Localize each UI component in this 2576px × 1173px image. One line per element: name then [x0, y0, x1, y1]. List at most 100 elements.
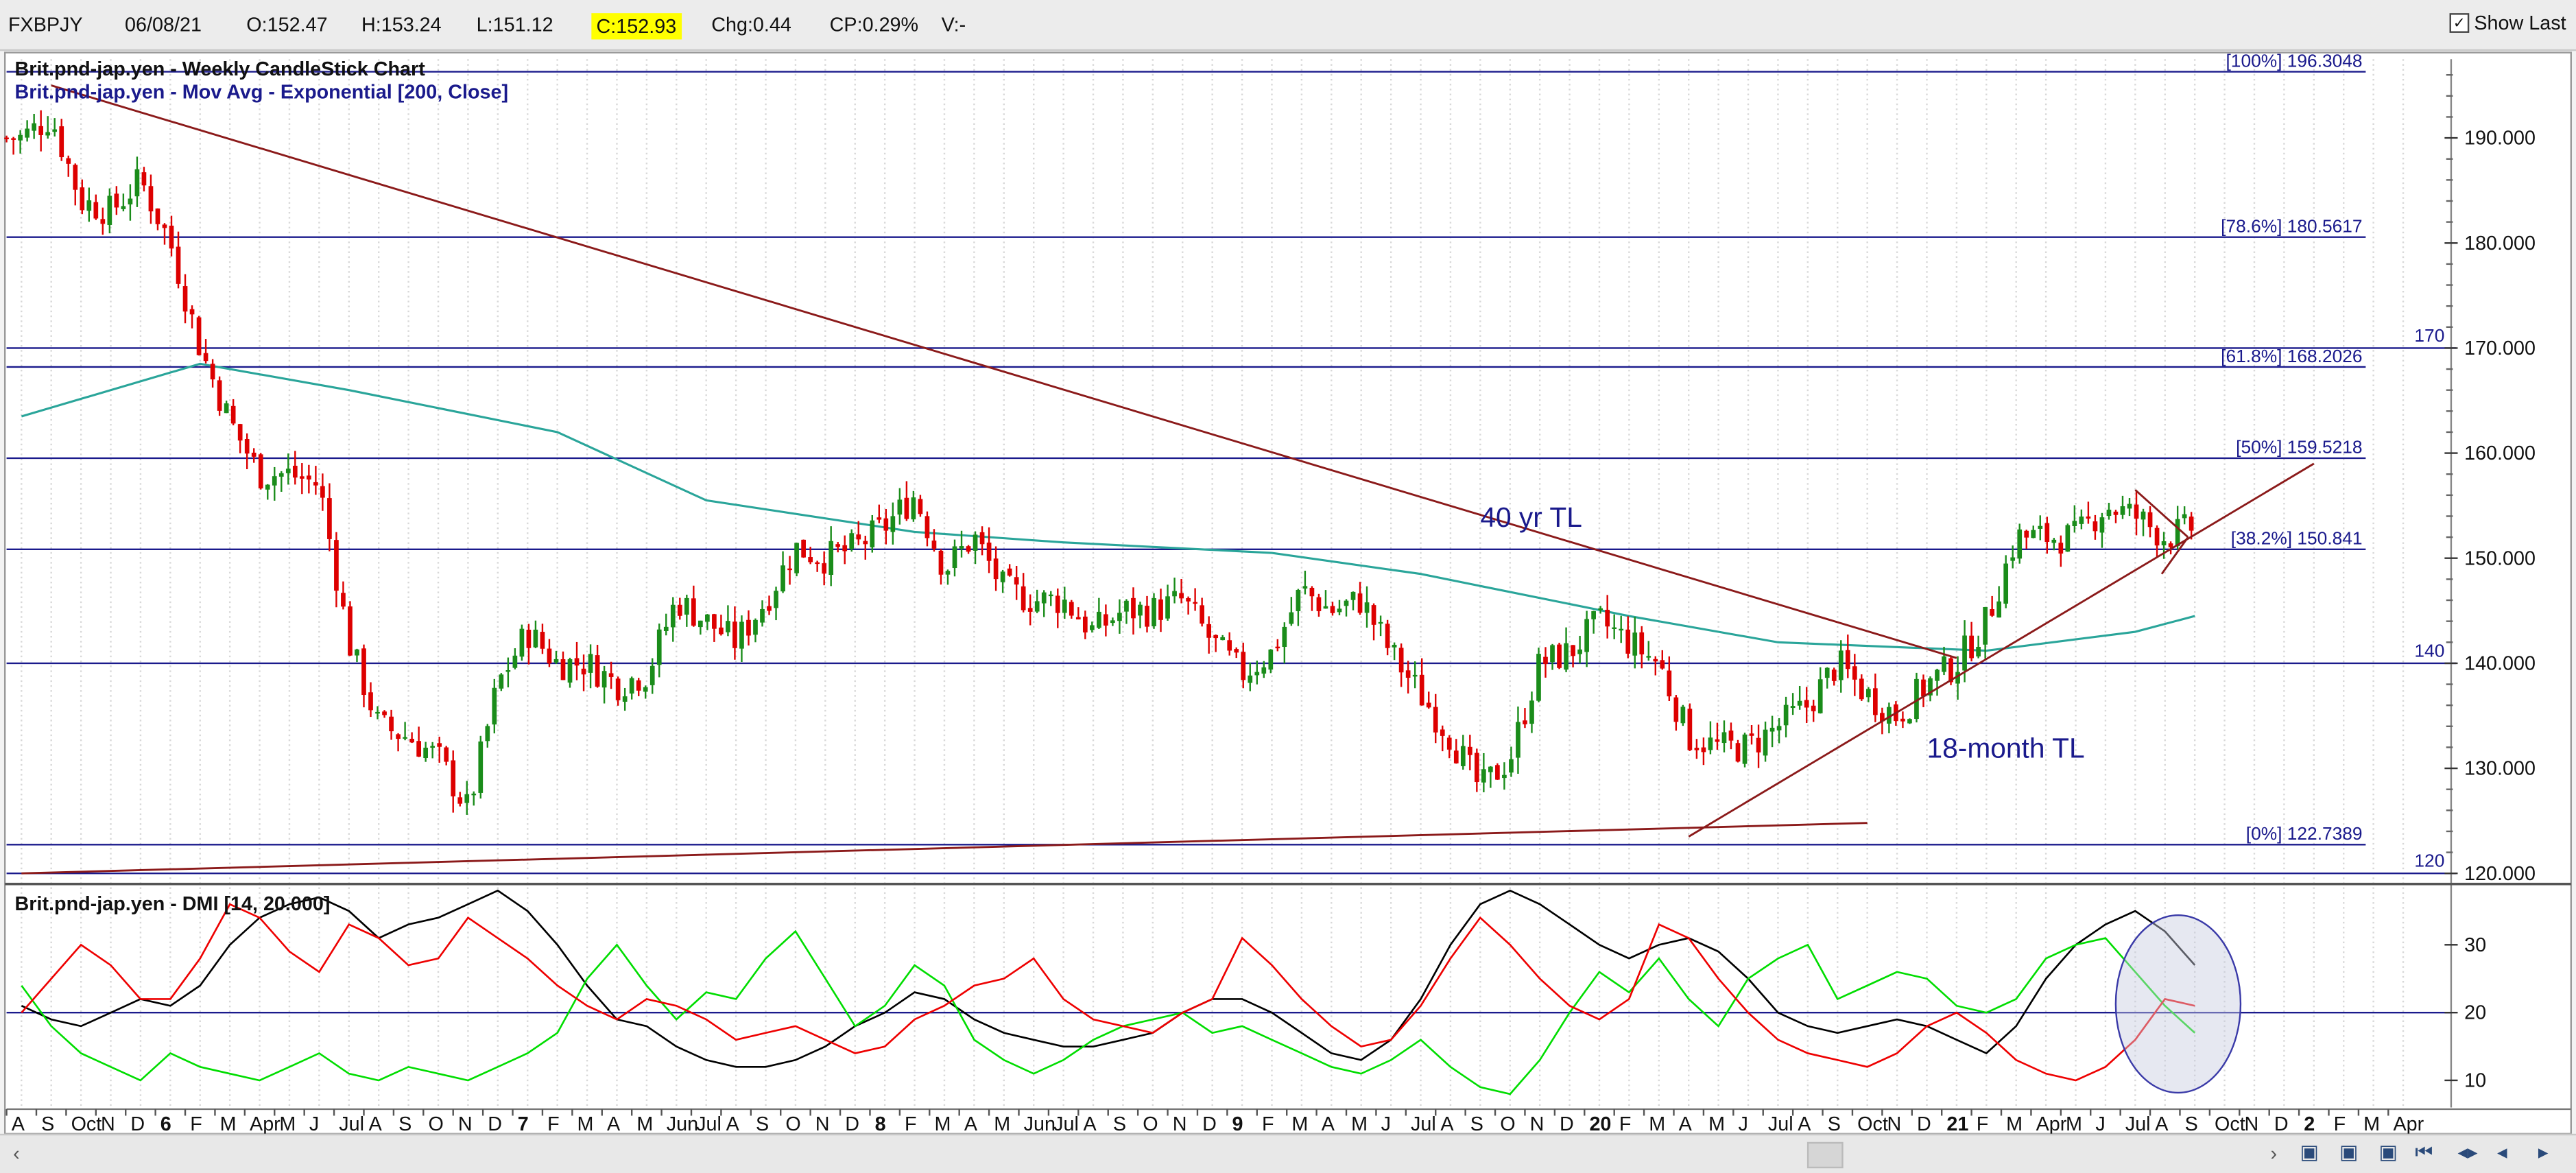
candle-body	[396, 734, 401, 739]
candle-body	[973, 534, 978, 551]
chart-canvas[interactable]: [100%] 196.3048 [78.6%] 180.5617 [61.8%] 1…	[0, 49, 2576, 1134]
candle-body	[1852, 666, 1857, 680]
candle-body	[739, 621, 744, 649]
zoom-out-icon[interactable]: ▣	[2339, 1140, 2359, 1163]
price-tick-label: 160.000	[2464, 442, 2536, 464]
candle-body	[224, 403, 229, 414]
candle-body	[588, 654, 593, 673]
trendline	[51, 84, 1957, 659]
candle-body	[1735, 743, 1741, 762]
date-tick-label: A	[1322, 1113, 1335, 1134]
candle-body	[2092, 521, 2098, 532]
play-icon[interactable]: ◂▸	[2457, 1140, 2478, 1163]
candle-body	[1907, 719, 1912, 724]
candle-body	[581, 668, 586, 675]
candle-body	[842, 545, 848, 552]
candle-body	[1838, 650, 1844, 680]
candle-body	[1261, 667, 1267, 674]
candle-body	[1900, 718, 1905, 722]
candle-body	[1887, 707, 1892, 724]
candle-body	[1481, 769, 1486, 783]
first-icon[interactable]: ⏮	[2415, 1140, 2433, 1163]
date-tick-label: M	[577, 1113, 594, 1134]
candle-body	[1811, 705, 1816, 711]
zoom-in-icon[interactable]: ▣	[2300, 1140, 2319, 1163]
candle-body	[753, 619, 758, 635]
date-tick-label: A	[1084, 1113, 1097, 1134]
date-tick-label: A	[1679, 1113, 1693, 1134]
candle-body	[176, 246, 181, 284]
prev-icon[interactable]: ◂	[2497, 1140, 2507, 1163]
candle-body	[2003, 563, 2009, 604]
date-tick-label: Jul	[1768, 1113, 1793, 1134]
next-icon[interactable]: ▸	[2538, 1140, 2549, 1163]
candle-body	[1200, 605, 1204, 624]
date-tick-label: S	[1828, 1113, 1841, 1134]
annotations: 40 yr TL 18-month TL	[1480, 501, 2084, 764]
candle-body	[1756, 737, 1761, 753]
candle-body	[2127, 503, 2132, 509]
fit-icon[interactable]: ▣	[2378, 1140, 2398, 1163]
candle-body	[272, 476, 277, 486]
scroll-right-icon[interactable]: ›	[2270, 1141, 2278, 1165]
candle-body	[670, 604, 676, 628]
candle-body	[697, 620, 703, 628]
candle-body	[2010, 557, 2016, 561]
fib-level-label: [61.8%] 168.2026	[2221, 346, 2362, 366]
candle-body	[2058, 543, 2064, 554]
candle-body	[1564, 643, 1569, 670]
date-tick-label: Oct	[71, 1113, 102, 1134]
candle-body	[1721, 732, 1727, 744]
candle-body	[615, 678, 621, 700]
candle-body	[2182, 514, 2187, 519]
candle-body	[230, 405, 236, 424]
candle-body	[1591, 611, 1596, 619]
candle-body	[18, 134, 23, 141]
candle-body	[189, 309, 195, 315]
candle-body	[1687, 709, 1693, 750]
price-chart-title: Brit.pnd-jap.yen - Weekly CandleStick Ch…	[15, 58, 426, 80]
candle-body	[1673, 697, 1679, 722]
scroll-left-icon[interactable]: ‹	[13, 1141, 20, 1165]
candle-body	[1976, 646, 1981, 656]
candle-body	[45, 132, 51, 136]
candle-body	[25, 128, 29, 138]
date-tick-label: 8	[875, 1113, 886, 1134]
date-tick-label: 7	[518, 1113, 529, 1134]
candle-body	[1350, 591, 1356, 600]
scroll-thumb[interactable]	[1806, 1141, 1844, 1169]
candle-body	[1488, 766, 1493, 772]
candle-body	[203, 353, 208, 362]
candle-body	[1412, 674, 1418, 677]
candle-body	[196, 317, 202, 355]
candle-body	[1460, 746, 1466, 766]
candle-body	[1632, 632, 1638, 656]
candle-body	[560, 659, 566, 680]
show-last-toggle[interactable]: ✓ Show Last	[2449, 12, 2566, 34]
candle-body	[1104, 614, 1108, 626]
candle-body	[1075, 617, 1081, 619]
trendline-annotation: 40 yr TL	[1480, 501, 1582, 533]
candle-body	[2189, 517, 2194, 531]
candle-body	[808, 557, 813, 562]
candle-body	[38, 126, 44, 135]
candle-body	[1426, 702, 1431, 708]
price-tick-label: 180.000	[2464, 233, 2536, 254]
date-tick-label: A	[1798, 1113, 1811, 1134]
checkbox-icon[interactable]: ✓	[2449, 13, 2470, 33]
candle-body	[2051, 539, 2057, 543]
level-label: 140	[2414, 640, 2444, 661]
candle-body	[966, 546, 971, 552]
candle-body	[1577, 649, 1582, 654]
candle-body	[1248, 675, 1253, 683]
candle-body	[1769, 727, 1775, 732]
candle-body	[1646, 656, 1651, 658]
candle-body	[121, 206, 126, 209]
scrollbar[interactable]: ‹ › ▣ ▣ ▣ ⏮ ◂▸ ◂ ▸	[0, 1133, 2576, 1173]
date-tick-label: S	[398, 1113, 412, 1134]
candle-body	[1062, 600, 1067, 613]
candle-body	[780, 565, 785, 592]
candle-body	[73, 165, 78, 190]
candle-body	[505, 670, 511, 672]
